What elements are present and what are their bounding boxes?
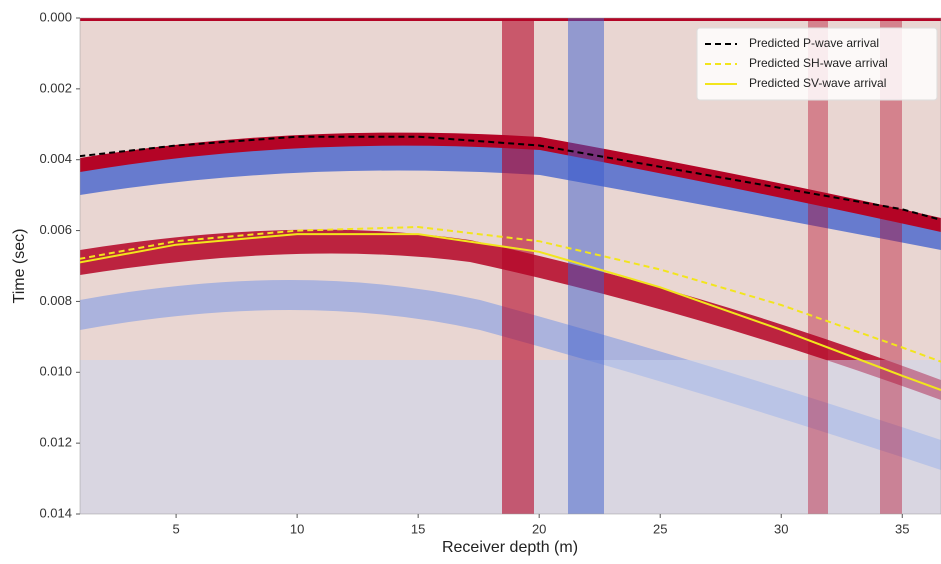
x-tick-label: 30 [774, 521, 788, 536]
image-band [80, 135, 941, 250]
y-axis-title: Time (sec) [11, 229, 28, 304]
legend-label: Predicted P-wave arrival [749, 36, 879, 50]
legend-label: Predicted SH-wave arrival [749, 56, 888, 70]
legend: Predicted P-wave arrival Predicted SH-wav… [696, 27, 938, 101]
series-line [80, 135, 941, 221]
plot-frame [79, 17, 941, 515]
image-column [502, 18, 534, 514]
y-tick-label: 0.014 [39, 505, 72, 520]
x-axis-title: Receiver depth (m) [442, 539, 578, 556]
seismic-image [80, 18, 941, 514]
y-tick-label: 0.010 [39, 364, 72, 379]
x-tick-label: 15 [411, 521, 425, 536]
y-tick-label: 0.000 [39, 9, 72, 24]
y-tick-label: 0.002 [39, 80, 72, 95]
x-tick-label: 10 [290, 521, 304, 536]
legend-label: Predicted SV-wave arrival [749, 76, 886, 90]
y-tick-label: 0.006 [39, 222, 72, 237]
image-column [880, 18, 902, 514]
image-band [80, 132, 941, 232]
y-tick-label: 0.012 [39, 435, 72, 450]
legend-box [696, 27, 938, 101]
x-tick-label: 5 [172, 521, 179, 536]
series-line [80, 225, 941, 363]
y-tick-label: 0.004 [39, 151, 72, 166]
series-layer [80, 135, 941, 391]
x-tick-label: 25 [653, 521, 667, 536]
x-tick-label: 35 [895, 521, 909, 536]
series-line [80, 233, 941, 391]
x-tick-label: 20 [532, 521, 546, 536]
y-tick-label: 0.008 [39, 293, 72, 308]
image-column [808, 18, 828, 514]
